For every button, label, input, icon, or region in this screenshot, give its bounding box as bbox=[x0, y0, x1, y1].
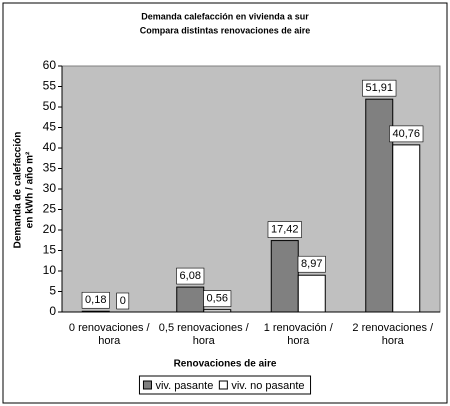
x-tick-label: 1 renovación / hora bbox=[263, 322, 333, 347]
legend-label: viv. no pasante bbox=[231, 380, 304, 392]
data-label-group: 17,42 bbox=[267, 221, 302, 238]
data-label-box bbox=[297, 255, 326, 273]
bar bbox=[365, 98, 394, 313]
data-label: 8,97 bbox=[301, 258, 322, 270]
bar bbox=[297, 274, 326, 313]
data-label: 51,91 bbox=[365, 82, 393, 94]
legend-label: viv. pasante bbox=[155, 380, 213, 392]
y-tick-label: 15 bbox=[43, 243, 57, 257]
x-tick-label: 0,5 renovaciones / hora bbox=[158, 322, 249, 347]
data-label: 0,56 bbox=[207, 293, 228, 305]
y-tick-label: 20 bbox=[43, 222, 57, 236]
data-label: 0,18 bbox=[85, 294, 106, 306]
data-label: 0 bbox=[120, 295, 126, 307]
bar bbox=[270, 240, 299, 313]
data-label-box bbox=[203, 290, 232, 308]
data-label-group: 40,76 bbox=[389, 125, 424, 143]
data-label-box bbox=[362, 79, 397, 97]
y-tick-label: 60 bbox=[43, 58, 57, 72]
data-label-group: 0 bbox=[116, 292, 130, 310]
data-label-box bbox=[176, 267, 205, 285]
data-label: 6,08 bbox=[180, 270, 201, 282]
data-label-box bbox=[81, 291, 110, 309]
y-axis-label: en kWh / año m² bbox=[25, 151, 36, 228]
y-tick-label: 10 bbox=[43, 263, 57, 277]
bar bbox=[176, 286, 205, 313]
data-label-box bbox=[267, 221, 302, 238]
x-axis-label: Renovaciones de aire bbox=[174, 359, 277, 370]
data-label-group: 0,18 bbox=[81, 291, 110, 309]
data-label-group: 0,56 bbox=[203, 290, 232, 308]
y-tick-label: 35 bbox=[43, 161, 57, 175]
data-label-group: 51,91 bbox=[362, 79, 397, 97]
data-label-group: 8,97 bbox=[297, 255, 326, 273]
data-label: 40,76 bbox=[392, 128, 420, 140]
y-tick-label: 30 bbox=[43, 181, 57, 195]
x-tick-label: 0 renovaciones / hora bbox=[68, 322, 150, 347]
legend-swatch bbox=[142, 380, 152, 390]
data-label: 17,42 bbox=[271, 223, 299, 235]
data-label-box bbox=[389, 125, 424, 143]
y-tick-label: 50 bbox=[43, 99, 57, 113]
y-axis-label: Demanda de calefacción bbox=[13, 132, 24, 249]
y-tick-label: 45 bbox=[43, 120, 57, 134]
x-tick-label: 2 renovaciones / hora bbox=[352, 322, 434, 347]
legend: viv. pasante viv. no pasante bbox=[138, 375, 312, 395]
data-label-box bbox=[116, 292, 130, 310]
y-tick-label: 0 bbox=[49, 304, 56, 318]
y-tick-label: 25 bbox=[43, 202, 57, 216]
y-tick-label: 5 bbox=[49, 284, 56, 298]
chart-subtitle: Compara distintas renovaciones de aire bbox=[140, 25, 311, 35]
y-tick-label: 55 bbox=[43, 79, 57, 93]
data-label-group: 6,08 bbox=[176, 267, 205, 285]
legend-swatch bbox=[218, 380, 228, 390]
chart-title: Demanda calefacción en vivienda a sur bbox=[141, 11, 309, 21]
y-tick-label: 40 bbox=[43, 140, 57, 154]
bar bbox=[392, 144, 421, 313]
